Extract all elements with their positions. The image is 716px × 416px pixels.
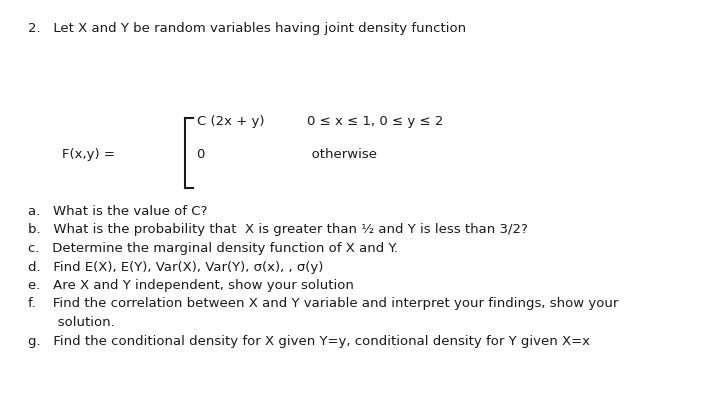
Text: 0                         otherwise: 0 otherwise — [197, 148, 377, 161]
Text: 2.   Let X and Y be random variables having joint density function: 2. Let X and Y be random variables havin… — [28, 22, 466, 35]
Text: F(x,y) =: F(x,y) = — [62, 148, 115, 161]
Text: C (2x + y)          0 ≤ x ≤ 1, 0 ≤ y ≤ 2: C (2x + y) 0 ≤ x ≤ 1, 0 ≤ y ≤ 2 — [197, 115, 443, 128]
Text: f.    Find the correlation between X and Y variable and interpret your findings,: f. Find the correlation between X and Y … — [28, 297, 619, 310]
Text: c.   Determine the marginal density function of X and Y.: c. Determine the marginal density functi… — [28, 242, 398, 255]
Text: d.   Find E(X), E(Y), Var(X), Var(Y), σ(x), , σ(y): d. Find E(X), E(Y), Var(X), Var(Y), σ(x)… — [28, 260, 324, 273]
Text: b.   What is the probability that  X is greater than ½ and Y is less than 3/2?: b. What is the probability that X is gre… — [28, 223, 528, 237]
Text: e.   Are X and Y independent, show your solution: e. Are X and Y independent, show your so… — [28, 279, 354, 292]
Text: a.   What is the value of C?: a. What is the value of C? — [28, 205, 208, 218]
Text: g.   Find the conditional density for X given Y=y, conditional density for Y giv: g. Find the conditional density for X gi… — [28, 334, 590, 347]
Text: solution.: solution. — [28, 316, 115, 329]
